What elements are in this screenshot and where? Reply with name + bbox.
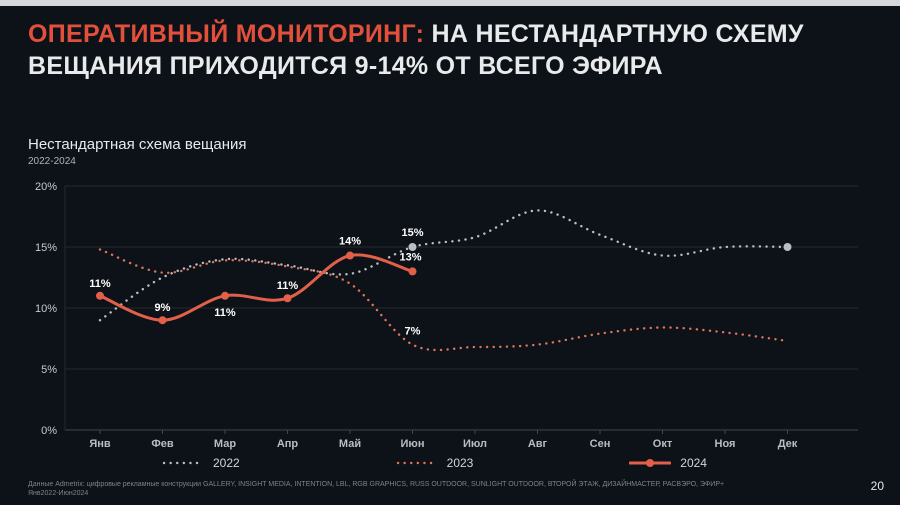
svg-text:15%: 15% (35, 242, 57, 254)
legend-line-2024-icon (629, 459, 672, 467)
svg-text:Дек: Дек (778, 438, 798, 450)
svg-text:11%: 11% (214, 307, 236, 319)
source-note-line1: Данные Admetrix: цифровые рекламные конс… (28, 481, 725, 488)
slide-title: ОПЕРАТИВНЫЙ МОНИТОРИНГ: НА НЕСТАНДАРТНУЮ… (28, 18, 828, 82)
legend-item-2024: 2024 (629, 456, 707, 470)
legend-item-2023: 2023 (396, 456, 474, 470)
svg-text:Окт: Окт (653, 438, 673, 450)
chart-subtitle: 2022-2024 (28, 156, 76, 167)
svg-text:11%: 11% (89, 278, 111, 290)
svg-text:0%: 0% (41, 425, 57, 437)
svg-text:Фев: Фев (151, 438, 174, 450)
svg-text:Янв: Янв (89, 438, 111, 450)
svg-text:5%: 5% (41, 364, 57, 376)
svg-text:7%: 7% (405, 326, 421, 338)
source-note: Данные Admetrix: цифровые рекламные конс… (28, 480, 808, 499)
svg-text:Апр: Апр (277, 438, 299, 450)
window-top-strip (0, 0, 900, 6)
svg-text:Авг: Авг (528, 438, 548, 450)
svg-text:15%: 15% (401, 227, 423, 239)
svg-text:14%: 14% (339, 236, 361, 248)
legend-line-2022-icon (162, 461, 204, 465)
svg-text:Июл: Июл (463, 438, 487, 450)
slide-title-line2: ВЕЩАНИЯ ПРИХОДИТСЯ 9-14% ОТ ВСЕГО ЭФИРА (28, 52, 663, 80)
legend-label-2024: 2024 (680, 456, 707, 470)
legend-line-2023-icon (396, 461, 437, 465)
svg-text:9%: 9% (155, 302, 171, 314)
legend-label-2022: 2022 (213, 456, 240, 470)
chart-legend: 2022 2023 2024 (162, 456, 707, 470)
svg-text:Ноя: Ноя (715, 438, 736, 450)
slide-title-accent: ОПЕРАТИВНЫЙ МОНИТОРИНГ: (28, 20, 425, 48)
legend-item-2022: 2022 (162, 456, 240, 470)
svg-text:Июн: Июн (401, 438, 425, 450)
svg-text:20%: 20% (35, 181, 57, 193)
svg-text:10%: 10% (35, 303, 57, 315)
chart-svg: 0% 5% 10% 15% 20% Янв Фев Мар Апр Май Июн Июл Авг Сен… (35, 181, 858, 450)
svg-text:Май: Май (339, 438, 361, 450)
svg-text:11%: 11% (277, 280, 299, 292)
page-number: 20 (870, 479, 884, 493)
source-note-line2: Янв2022-Июн2024 (28, 490, 89, 498)
legend-label-2023: 2023 (446, 456, 474, 470)
chart-title: Нестандартная схема вещания (28, 136, 247, 153)
svg-text:Мар: Мар (214, 438, 236, 450)
slide-title-line1-rest: НА НЕСТАНДАРТНУЮ СХЕМУ (424, 20, 804, 48)
svg-text:13%: 13% (399, 251, 421, 263)
svg-text:Сен: Сен (590, 438, 611, 450)
chart-heading: Нестандартная схема вещания 2022-2024 (28, 136, 247, 167)
